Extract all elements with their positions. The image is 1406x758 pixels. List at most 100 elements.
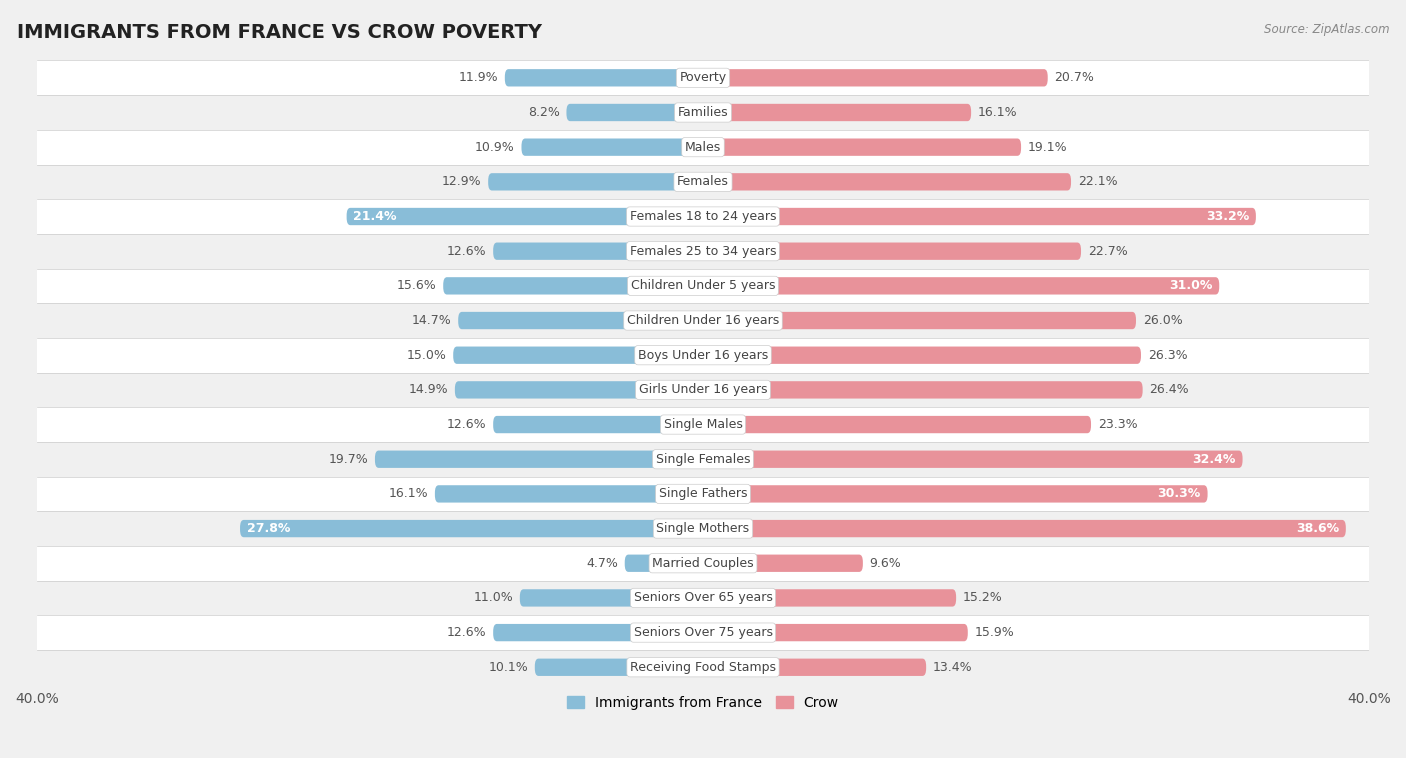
FancyBboxPatch shape (703, 555, 863, 572)
Bar (37, 268, 1369, 303)
FancyBboxPatch shape (456, 381, 703, 399)
Text: 26.3%: 26.3% (1147, 349, 1187, 362)
Bar (37, 372, 1369, 407)
FancyBboxPatch shape (703, 485, 1208, 503)
Text: 16.1%: 16.1% (977, 106, 1018, 119)
Text: 15.0%: 15.0% (406, 349, 447, 362)
FancyBboxPatch shape (567, 104, 703, 121)
FancyBboxPatch shape (703, 416, 1091, 434)
Bar (37, 338, 1369, 372)
Bar (37, 477, 1369, 511)
Text: 14.7%: 14.7% (412, 314, 451, 327)
Text: 11.0%: 11.0% (474, 591, 513, 604)
FancyBboxPatch shape (240, 520, 703, 537)
Bar (37, 442, 1369, 477)
FancyBboxPatch shape (494, 624, 703, 641)
Text: 22.7%: 22.7% (1088, 245, 1128, 258)
FancyBboxPatch shape (703, 346, 1142, 364)
Bar (37, 96, 1369, 130)
Text: Single Females: Single Females (655, 453, 751, 465)
Bar (37, 303, 1369, 338)
Text: 32.4%: 32.4% (1192, 453, 1236, 465)
Text: 8.2%: 8.2% (527, 106, 560, 119)
Text: 13.4%: 13.4% (932, 661, 973, 674)
Text: 15.9%: 15.9% (974, 626, 1014, 639)
Text: 15.6%: 15.6% (396, 280, 436, 293)
Text: 19.7%: 19.7% (329, 453, 368, 465)
Text: 23.3%: 23.3% (1098, 418, 1137, 431)
FancyBboxPatch shape (703, 208, 1256, 225)
Text: 19.1%: 19.1% (1028, 141, 1067, 154)
Bar (37, 581, 1369, 615)
Text: Girls Under 16 years: Girls Under 16 years (638, 384, 768, 396)
FancyBboxPatch shape (703, 624, 967, 641)
FancyBboxPatch shape (458, 312, 703, 329)
Text: Females 25 to 34 years: Females 25 to 34 years (630, 245, 776, 258)
Text: Children Under 5 years: Children Under 5 years (631, 280, 775, 293)
FancyBboxPatch shape (375, 450, 703, 468)
Text: IMMIGRANTS FROM FRANCE VS CROW POVERTY: IMMIGRANTS FROM FRANCE VS CROW POVERTY (17, 23, 541, 42)
Text: 14.9%: 14.9% (409, 384, 449, 396)
Text: 12.6%: 12.6% (447, 418, 486, 431)
Text: Poverty: Poverty (679, 71, 727, 84)
FancyBboxPatch shape (347, 208, 703, 225)
Text: 26.0%: 26.0% (1143, 314, 1182, 327)
Text: 10.1%: 10.1% (488, 661, 529, 674)
FancyBboxPatch shape (703, 139, 1021, 156)
Bar (37, 407, 1369, 442)
FancyBboxPatch shape (434, 485, 703, 503)
FancyBboxPatch shape (494, 243, 703, 260)
Text: 20.7%: 20.7% (1054, 71, 1094, 84)
Text: Boys Under 16 years: Boys Under 16 years (638, 349, 768, 362)
Bar (37, 199, 1369, 234)
FancyBboxPatch shape (534, 659, 703, 676)
Text: 9.6%: 9.6% (869, 556, 901, 570)
Text: Males: Males (685, 141, 721, 154)
Text: Source: ZipAtlas.com: Source: ZipAtlas.com (1264, 23, 1389, 36)
Text: 30.3%: 30.3% (1157, 487, 1201, 500)
FancyBboxPatch shape (703, 312, 1136, 329)
FancyBboxPatch shape (703, 173, 1071, 190)
FancyBboxPatch shape (505, 69, 703, 86)
Text: Children Under 16 years: Children Under 16 years (627, 314, 779, 327)
Bar (37, 546, 1369, 581)
Text: Married Couples: Married Couples (652, 556, 754, 570)
FancyBboxPatch shape (522, 139, 703, 156)
FancyBboxPatch shape (703, 104, 972, 121)
Text: 31.0%: 31.0% (1170, 280, 1212, 293)
Text: Single Males: Single Males (664, 418, 742, 431)
Text: 33.2%: 33.2% (1206, 210, 1249, 223)
FancyBboxPatch shape (703, 243, 1081, 260)
Bar (37, 650, 1369, 684)
Bar (37, 615, 1369, 650)
Text: Females: Females (678, 175, 728, 188)
Text: 26.4%: 26.4% (1149, 384, 1189, 396)
Bar (37, 234, 1369, 268)
Text: Seniors Over 65 years: Seniors Over 65 years (634, 591, 772, 604)
Text: 15.2%: 15.2% (963, 591, 1002, 604)
Text: 12.6%: 12.6% (447, 626, 486, 639)
Text: 10.9%: 10.9% (475, 141, 515, 154)
Text: Females 18 to 24 years: Females 18 to 24 years (630, 210, 776, 223)
FancyBboxPatch shape (703, 520, 1346, 537)
Text: 27.8%: 27.8% (246, 522, 290, 535)
Text: 21.4%: 21.4% (353, 210, 396, 223)
Bar (37, 61, 1369, 96)
FancyBboxPatch shape (453, 346, 703, 364)
Text: 12.9%: 12.9% (441, 175, 481, 188)
Text: 4.7%: 4.7% (586, 556, 619, 570)
FancyBboxPatch shape (624, 555, 703, 572)
FancyBboxPatch shape (494, 416, 703, 434)
Bar (37, 164, 1369, 199)
Text: 12.6%: 12.6% (447, 245, 486, 258)
FancyBboxPatch shape (703, 659, 927, 676)
Text: 11.9%: 11.9% (458, 71, 498, 84)
Text: Single Mothers: Single Mothers (657, 522, 749, 535)
Text: Seniors Over 75 years: Seniors Over 75 years (634, 626, 772, 639)
FancyBboxPatch shape (703, 381, 1143, 399)
FancyBboxPatch shape (520, 589, 703, 606)
Text: Receiving Food Stamps: Receiving Food Stamps (630, 661, 776, 674)
FancyBboxPatch shape (703, 589, 956, 606)
Text: Single Fathers: Single Fathers (659, 487, 747, 500)
FancyBboxPatch shape (488, 173, 703, 190)
